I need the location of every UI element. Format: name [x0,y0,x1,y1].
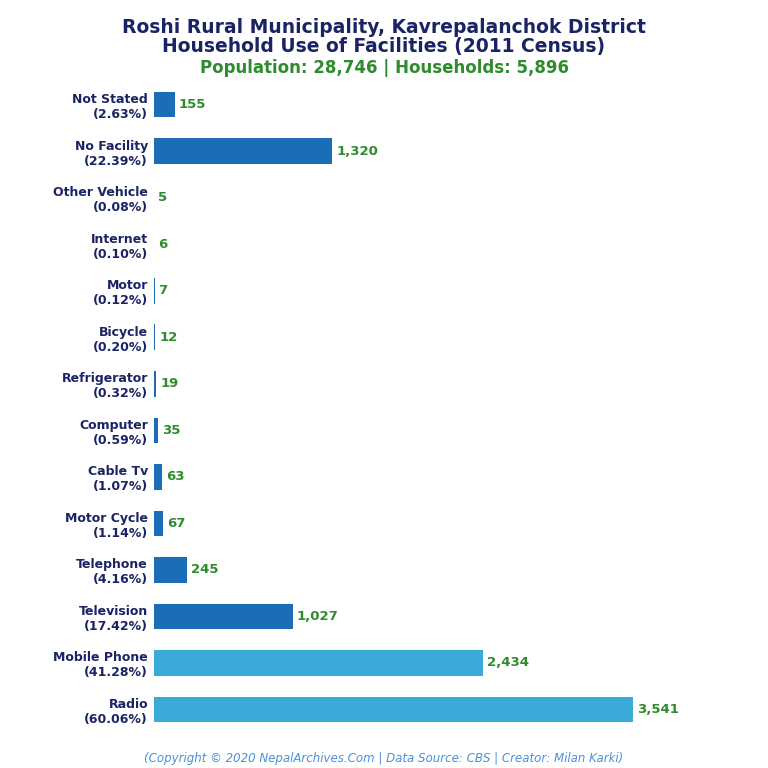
Text: 245: 245 [190,564,218,576]
Bar [154,557,187,583]
Bar [154,697,633,722]
Bar [154,324,155,350]
Text: 7: 7 [159,284,167,297]
Bar [154,604,293,629]
Text: 67: 67 [167,517,185,530]
Text: 3,541: 3,541 [637,703,679,716]
Text: 35: 35 [162,424,180,437]
Text: 5: 5 [158,191,167,204]
Text: 155: 155 [179,98,206,111]
Bar [154,418,158,443]
Bar [154,371,156,396]
Bar [154,92,174,118]
Text: (Copyright © 2020 NepalArchives.Com | Data Source: CBS | Creator: Milan Karki): (Copyright © 2020 NepalArchives.Com | Da… [144,752,624,764]
Text: 19: 19 [161,377,178,390]
Text: Population: 28,746 | Households: 5,896: Population: 28,746 | Households: 5,896 [200,58,568,77]
Bar [154,138,333,164]
Text: Roshi Rural Municipality, Kavrepalanchok District: Roshi Rural Municipality, Kavrepalanchok… [122,18,646,37]
Bar [154,650,483,676]
Text: 1,027: 1,027 [296,610,339,623]
Text: 2,434: 2,434 [487,657,529,670]
Text: 12: 12 [159,331,177,344]
Text: 1,320: 1,320 [336,144,378,157]
Bar [154,464,162,490]
Text: 63: 63 [166,470,184,483]
Text: Household Use of Facilities (2011 Census): Household Use of Facilities (2011 Census… [163,37,605,55]
Bar [154,511,163,536]
Text: 6: 6 [158,238,167,250]
